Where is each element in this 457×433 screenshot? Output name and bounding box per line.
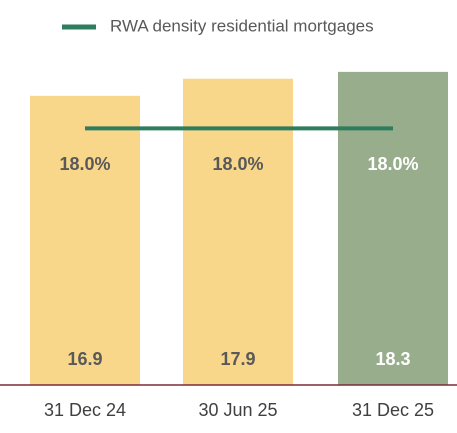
bar bbox=[30, 95, 140, 386]
line-value-label: 18.0% bbox=[367, 154, 418, 174]
legend-label: RWA density residential mortgages bbox=[110, 16, 374, 35]
bar-value-label: 17.9 bbox=[220, 349, 255, 369]
x-tick-label: 30 Jun 25 bbox=[198, 400, 277, 420]
bar-value-label: 18.3 bbox=[375, 349, 410, 369]
line-value-label: 18.0% bbox=[212, 154, 263, 174]
line-value-label: 18.0% bbox=[59, 154, 110, 174]
bar-value-label: 16.9 bbox=[67, 349, 102, 369]
bar bbox=[183, 78, 293, 385]
bar bbox=[338, 71, 448, 385]
x-tick-label: 31 Dec 25 bbox=[352, 400, 434, 420]
x-tick-label: 31 Dec 24 bbox=[44, 400, 126, 420]
